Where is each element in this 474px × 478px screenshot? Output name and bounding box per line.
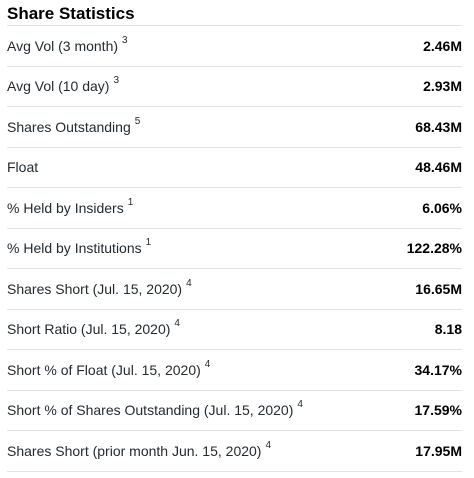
row-value: 2.93M — [423, 78, 462, 95]
table-row: % Held by Insiders 1 6.06% — [7, 188, 462, 229]
footnote-marker: 4 — [265, 439, 272, 451]
footnote-marker: 3 — [122, 34, 128, 46]
footnote-marker: 4 — [174, 318, 180, 330]
row-value: 17.59% — [414, 402, 462, 419]
row-label-text: Avg Vol (10 day) — [7, 78, 110, 95]
row-value: 6.06% — [422, 199, 462, 216]
row-label: Avg Vol (3 month) 3 — [7, 26, 352, 67]
row-label-text: Shares Outstanding — [7, 118, 131, 135]
footnote-marker: 4 — [297, 399, 303, 411]
table-row: Short % of Float (Jul. 15, 2020) 4 34.17% — [7, 350, 462, 391]
table-row: Shares Short (prior month Jun. 15, 2020)… — [7, 431, 462, 472]
row-label-text: % Held by Institutions — [7, 240, 142, 257]
row-value: 16.65M — [415, 280, 462, 297]
footnote-marker: 3 — [113, 75, 120, 87]
table-row: Short Ratio (Jul. 15, 2020) 4 8.18 — [7, 309, 462, 350]
row-label: Shares Outstanding 5 — [7, 107, 352, 148]
row-label: Shares Short (Jul. 15, 2020) 4 — [7, 269, 352, 310]
footnote-marker: 4 — [204, 358, 211, 370]
row-label: Shares Short (prior month Jun. 15, 2020)… — [7, 431, 352, 472]
table-row: Shares Short (Jul. 15, 2020) 4 16.65M — [7, 269, 462, 310]
row-label: Short % of Float (Jul. 15, 2020) 4 — [7, 350, 352, 391]
row-value: 48.46M — [415, 159, 462, 176]
row-label: Short Ratio (Jul. 15, 2020) 4 — [7, 309, 352, 350]
table-row: % Held by Institutions 1 122.28% — [7, 228, 462, 269]
footnote-marker: 4 — [186, 277, 192, 289]
footnote-marker: 5 — [134, 115, 141, 127]
section-title: Share Statistics — [7, 4, 135, 23]
row-label: Short % of Shares Outstanding (Jul. 15, … — [7, 390, 352, 431]
row-label-text: Shares Short (Jul. 15, 2020) — [7, 280, 183, 297]
row-value: 2.46M — [423, 37, 462, 54]
row-label: Float — [7, 147, 352, 188]
table-row: Shares Outstanding 5 68.43M — [7, 107, 462, 148]
table-row: Float 48.46M — [7, 147, 462, 188]
row-value: 8.18 — [434, 321, 462, 338]
row-label-text: Short % of Float (Jul. 15, 2020) — [7, 361, 201, 378]
row-value: 122.28% — [406, 240, 462, 257]
row-label: % Held by Insiders 1 — [7, 188, 352, 229]
row-value: 34.17% — [414, 361, 462, 378]
row-value: 68.43M — [415, 118, 462, 135]
row-label-text: % Held by Insiders — [7, 199, 124, 216]
table-row: Short % of Shares Outstanding (Jul. 15, … — [7, 390, 462, 431]
share-statistics-table: Avg Vol (3 month) 3 2.46M Avg Vol (10 day… — [7, 25, 462, 472]
row-label-text: Float — [7, 159, 39, 176]
row-label-text: Avg Vol (3 month) — [7, 37, 119, 54]
table-row: Avg Vol (10 day) 3 2.93M — [7, 66, 462, 107]
table-row: Avg Vol (3 month) 3 2.46M — [7, 25, 462, 67]
footnote-marker: 1 — [145, 237, 152, 249]
row-label: Avg Vol (10 day) 3 — [7, 66, 352, 107]
footnote-marker: 1 — [127, 196, 134, 208]
row-label-text: Short % of Shares Outstanding (Jul. 15, … — [7, 402, 294, 419]
row-value: 17.95M — [415, 442, 462, 459]
row-label-text: Shares Short (prior month Jun. 15, 2020) — [7, 442, 262, 459]
row-label-text: Short Ratio (Jul. 15, 2020) — [7, 321, 171, 338]
row-label: % Held by Institutions 1 — [7, 228, 352, 269]
